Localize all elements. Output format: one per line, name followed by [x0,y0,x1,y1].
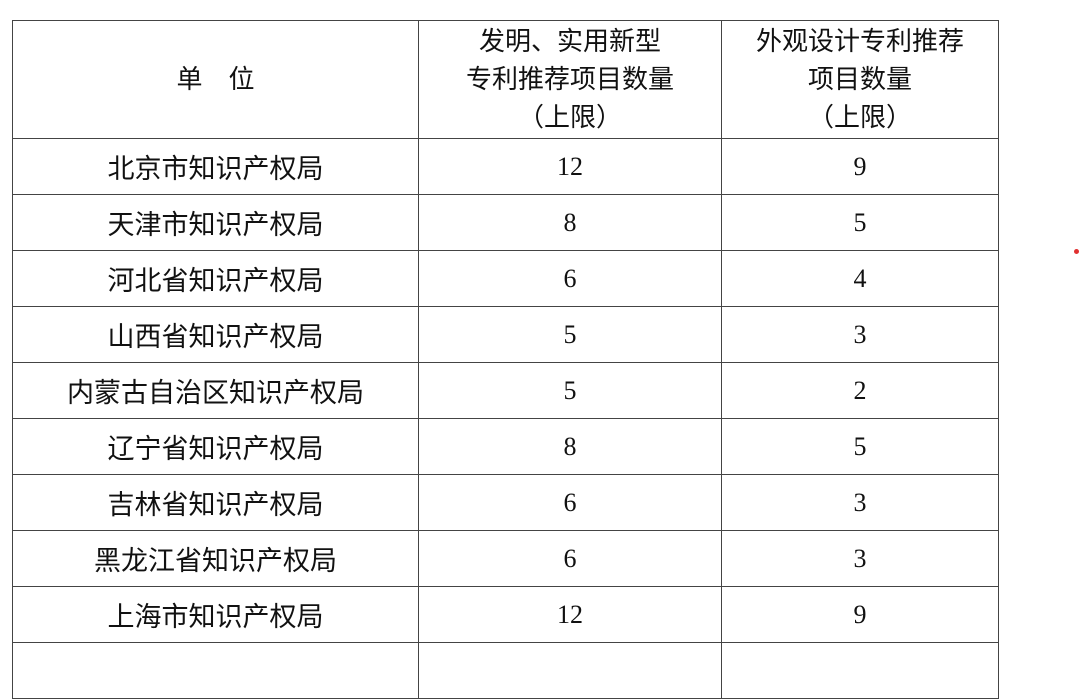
unit-cell: 河北省知识产权局 [12,250,419,307]
unit-cell: 山西省知识产权局 [12,306,419,363]
invention-quota-cell: 6 [418,250,722,307]
table-row: 天津市知识产权局 8 5 [12,194,999,251]
design-quota-cell: 3 [721,306,999,363]
red-dot-marker [1074,249,1079,254]
header-invention-quota: 发明、实用新型 专利推荐项目数量 （上限） [418,20,722,139]
table-row: 山西省知识产权局 5 3 [12,306,999,363]
design-quota-cell: 2 [721,362,999,419]
invention-quota-cell: 12 [418,586,722,643]
table-row-partial [12,642,999,699]
design-quota-cell: 4 [721,250,999,307]
table-row: 内蒙古自治区知识产权局 5 2 [12,362,999,419]
patent-quota-table: 单 位 发明、实用新型 专利推荐项目数量 （上限） 外观设计专利推荐 项目数量 … [12,20,999,699]
unit-cell: 北京市知识产权局 [12,138,419,195]
design-quota-cell: 5 [721,194,999,251]
header-unit: 单 位 [12,20,419,139]
invention-quota-cell: 5 [418,362,722,419]
empty-cell [721,642,999,699]
unit-cell: 内蒙古自治区知识产权局 [12,362,419,419]
unit-cell: 吉林省知识产权局 [12,474,419,531]
design-quota-cell: 3 [721,530,999,587]
unit-cell: 辽宁省知识产权局 [12,418,419,475]
header-design-quota: 外观设计专利推荐 项目数量 （上限） [721,20,999,139]
table-row: 黑龙江省知识产权局 6 3 [12,530,999,587]
invention-quota-cell: 8 [418,194,722,251]
table-row: 辽宁省知识产权局 8 5 [12,418,999,475]
invention-quota-cell: 5 [418,306,722,363]
table-row: 吉林省知识产权局 6 3 [12,474,999,531]
table-row: 河北省知识产权局 6 4 [12,250,999,307]
table-row: 北京市知识产权局 12 9 [12,138,999,195]
design-quota-cell: 9 [721,138,999,195]
table-row: 上海市知识产权局 12 9 [12,586,999,643]
invention-quota-cell: 6 [418,530,722,587]
invention-quota-cell: 6 [418,474,722,531]
invention-quota-cell: 8 [418,418,722,475]
table-header-row: 单 位 发明、实用新型 专利推荐项目数量 （上限） 外观设计专利推荐 项目数量 … [12,20,999,139]
empty-cell [12,642,419,699]
invention-quota-cell: 12 [418,138,722,195]
design-quota-cell: 3 [721,474,999,531]
empty-cell [418,642,722,699]
unit-cell: 上海市知识产权局 [12,586,419,643]
design-quota-cell: 9 [721,586,999,643]
unit-cell: 黑龙江省知识产权局 [12,530,419,587]
design-quota-cell: 5 [721,418,999,475]
unit-cell: 天津市知识产权局 [12,194,419,251]
